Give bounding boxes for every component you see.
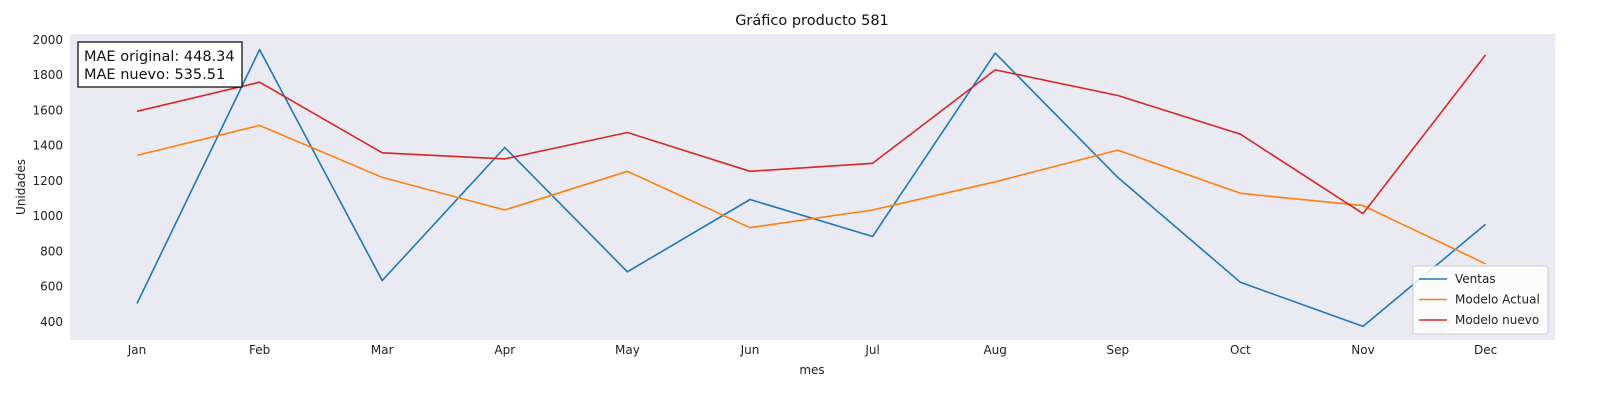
- x-tick-label: Jan: [127, 343, 147, 357]
- x-tick-label: Aug: [983, 343, 1006, 357]
- x-tick-label: Jun: [740, 343, 760, 357]
- legend-label: Ventas: [1455, 272, 1496, 286]
- x-tick-label: Jul: [864, 343, 879, 357]
- x-tick-label: Feb: [249, 343, 270, 357]
- x-tick-label: Sep: [1106, 343, 1129, 357]
- y-tick-label: 1000: [32, 209, 63, 223]
- series-lines: [136, 48, 1487, 328]
- annotation-line-nuevo: MAE nuevo: 535.51: [84, 67, 225, 83]
- y-tick-label: 1400: [32, 139, 63, 153]
- y-tick-label: 600: [40, 280, 63, 294]
- y-axis-title: Unidades: [14, 159, 28, 215]
- series-line-modelo-nuevo: [136, 54, 1487, 215]
- annotation-box: [77, 41, 243, 88]
- x-axis-ticks: Jan Feb Mar Apr May Jun Jul Aug Sep Oct Nov Dec: [127, 343, 1497, 357]
- y-tick-label: 1800: [32, 68, 63, 82]
- x-tick-label: Apr: [494, 343, 515, 357]
- chart-title: Gráfico producto 581: [735, 13, 889, 29]
- y-axis-ticks: 400 600 800 1000 1200 1400 1600 1800 2000: [32, 33, 63, 329]
- x-tick-label: Mar: [371, 343, 394, 357]
- legend-label: Modelo nuevo: [1455, 313, 1539, 327]
- x-tick-label: Nov: [1351, 343, 1374, 357]
- annotation-line-original: MAE original: 448.34: [84, 49, 235, 65]
- legend-box: [1412, 265, 1549, 335]
- plot-area: [70, 34, 1555, 340]
- y-tick-label: 1200: [32, 174, 63, 188]
- y-tick-label: 800: [40, 244, 63, 258]
- y-tick-label: 2000: [32, 33, 63, 47]
- series-line-ventas: [136, 48, 1487, 328]
- x-tick-label: Oct: [1230, 343, 1251, 357]
- legend: Ventas Modelo Actual Modelo nuevo: [1412, 265, 1549, 335]
- x-axis-title: mes: [799, 363, 824, 377]
- y-tick-label: 1600: [32, 103, 63, 117]
- legend-label: Modelo Actual: [1455, 293, 1540, 307]
- mae-annotation: MAE original: 448.34 MAE nuevo: 535.51: [77, 41, 243, 88]
- x-tick-label: Dec: [1474, 343, 1497, 357]
- x-tick-label: May: [615, 343, 640, 357]
- y-tick-label: 400: [40, 315, 63, 329]
- series-line-modelo-actual: [136, 124, 1486, 265]
